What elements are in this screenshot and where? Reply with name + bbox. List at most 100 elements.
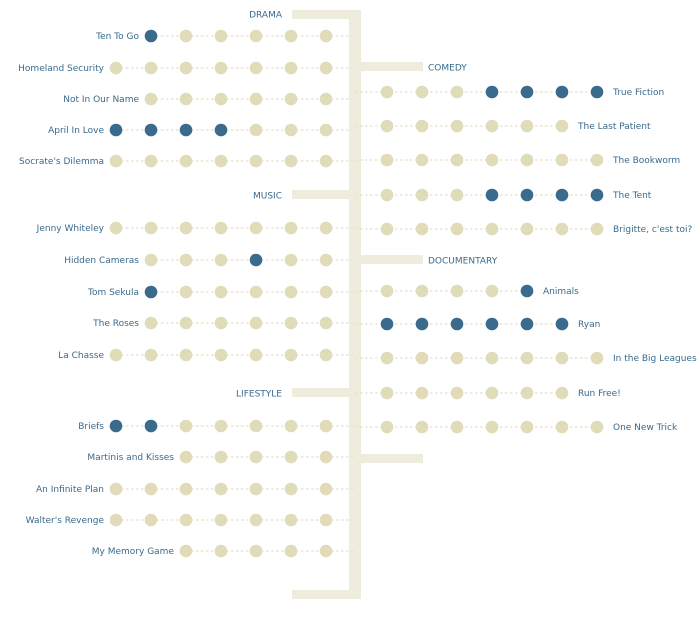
comedy-section-label: COMEDY xyxy=(428,64,467,74)
empty-dot xyxy=(319,544,333,558)
filled-dot xyxy=(590,188,604,202)
empty-dot xyxy=(520,222,534,236)
empty-dot xyxy=(319,154,333,168)
empty-dot xyxy=(485,119,499,133)
list-item: Socrate's Dilemma xyxy=(19,154,355,168)
empty-dot xyxy=(179,61,193,75)
list-item: Tom Sekula xyxy=(87,285,355,299)
list-item: Jenny Whiteley xyxy=(36,221,355,235)
empty-dot xyxy=(319,513,333,527)
row-title: Briefs xyxy=(78,422,104,432)
list-item: Briefs xyxy=(78,419,355,433)
empty-dot xyxy=(284,482,298,496)
empty-dot xyxy=(179,29,193,43)
row-title: Homeland Security xyxy=(18,64,105,74)
filled-dot xyxy=(380,317,394,331)
empty-dot xyxy=(284,285,298,299)
empty-dot xyxy=(179,513,193,527)
empty-dot xyxy=(485,153,499,167)
empty-dot xyxy=(485,351,499,365)
empty-dot xyxy=(214,285,228,299)
empty-dot xyxy=(179,92,193,106)
empty-dot xyxy=(590,222,604,236)
empty-dot xyxy=(284,61,298,75)
row-title: My Memory Game xyxy=(92,547,175,557)
list-item: The Roses xyxy=(92,316,355,330)
empty-dot xyxy=(214,221,228,235)
empty-dot xyxy=(450,284,464,298)
row-title: An Infinite Plan xyxy=(36,485,104,495)
empty-dot xyxy=(144,92,158,106)
filled-dot xyxy=(144,419,158,433)
empty-dot xyxy=(249,450,263,464)
list-item: La Chasse xyxy=(58,348,355,362)
empty-dot xyxy=(415,119,429,133)
filled-dot xyxy=(520,317,534,331)
music-header-tab xyxy=(292,190,354,199)
empty-dot xyxy=(214,316,228,330)
list-item: The Last Patient xyxy=(355,119,651,133)
empty-dot xyxy=(520,420,534,434)
empty-dot xyxy=(450,222,464,236)
filled-dot xyxy=(485,317,499,331)
lifestyle-header-tab xyxy=(292,388,354,397)
empty-dot xyxy=(179,221,193,235)
empty-dot xyxy=(415,386,429,400)
empty-dot xyxy=(249,513,263,527)
empty-dot xyxy=(284,450,298,464)
empty-dot xyxy=(284,348,298,362)
empty-dot xyxy=(450,351,464,365)
list-item: Walter's Revenge xyxy=(26,513,355,527)
empty-dot xyxy=(214,29,228,43)
empty-dot xyxy=(144,348,158,362)
row-title: The Tent xyxy=(612,191,652,201)
empty-dot xyxy=(380,188,394,202)
empty-dot xyxy=(555,351,569,365)
row-title: Walter's Revenge xyxy=(26,516,105,526)
empty-dot xyxy=(249,61,263,75)
empty-dot xyxy=(214,482,228,496)
empty-dot xyxy=(179,544,193,558)
empty-dot xyxy=(380,420,394,434)
empty-dot xyxy=(179,419,193,433)
filled-dot xyxy=(144,123,158,137)
empty-dot xyxy=(179,316,193,330)
empty-dot xyxy=(415,351,429,365)
empty-dot xyxy=(590,420,604,434)
row-title: Martinis and Kisses xyxy=(87,453,174,463)
filled-dot xyxy=(214,123,228,137)
empty-dot xyxy=(319,123,333,137)
empty-dot xyxy=(284,29,298,43)
empty-dot xyxy=(590,153,604,167)
empty-dot xyxy=(319,285,333,299)
filled-dot xyxy=(179,123,193,137)
empty-dot xyxy=(450,153,464,167)
list-item: In the Big Leagues xyxy=(355,351,697,365)
empty-dot xyxy=(144,513,158,527)
empty-dot xyxy=(415,188,429,202)
filled-dot xyxy=(555,85,569,99)
section-headers: DRAMA MUSIC LIFESTYLE COMEDY DOCUMENTARY xyxy=(236,11,498,463)
spine xyxy=(292,10,361,599)
empty-dot xyxy=(485,420,499,434)
empty-dot xyxy=(214,513,228,527)
row-title: True Fiction xyxy=(612,88,664,98)
filled-dot xyxy=(555,317,569,331)
empty-dot xyxy=(319,253,333,267)
list-item: One New Trick xyxy=(355,420,678,434)
row-title: In the Big Leagues xyxy=(613,354,697,364)
empty-dot xyxy=(319,221,333,235)
drama-section-label: DRAMA xyxy=(249,11,283,21)
row-title: Brigitte, c'est toi? xyxy=(613,225,692,235)
empty-dot xyxy=(380,284,394,298)
row-title: Jenny Whiteley xyxy=(36,224,105,234)
empty-dot xyxy=(380,153,394,167)
empty-dot xyxy=(179,482,193,496)
empty-dot xyxy=(179,285,193,299)
list-item: An Infinite Plan xyxy=(36,482,355,496)
spine-bottom-cap xyxy=(292,590,352,599)
list-item: Martinis and Kisses xyxy=(87,450,355,464)
empty-dot xyxy=(520,351,534,365)
filled-dot xyxy=(590,85,604,99)
